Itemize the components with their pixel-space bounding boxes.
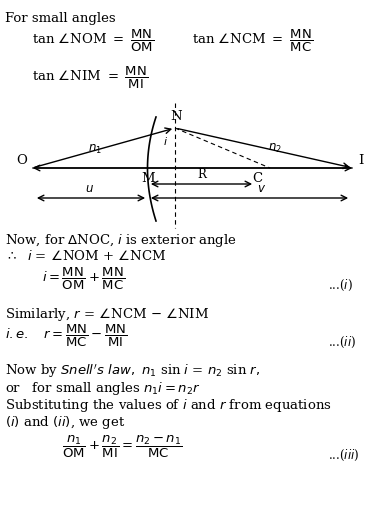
Text: Substituting the values of $i$ and $r$ from equations: Substituting the values of $i$ and $r$ f… [5,397,332,414]
Text: $\dfrac{n_1}{\mathrm{OM}} + \dfrac{n_2}{\mathrm{MI}} = \dfrac{n_2 - n_1}{\mathrm: $\dfrac{n_1}{\mathrm{OM}} + \dfrac{n_2}{… [62,434,183,460]
Text: $i.e.\ \ \ r = \dfrac{\mathrm{MN}}{\mathrm{MC}} - \dfrac{\mathrm{MN}}{\mathrm{MI: $i.e.\ \ \ r = \dfrac{\mathrm{MN}}{\math… [5,323,128,349]
Text: Now by $Snell's\ law,$ $n_1$ sin $i$ = $n_2$ sin $r,$: Now by $Snell's\ law,$ $n_1$ sin $i$ = $… [5,363,260,381]
Text: $i$: $i$ [163,135,168,147]
Text: $\therefore$  $i$ = $\angle$NOM + $\angle$NCM: $\therefore$ $i$ = $\angle$NOM + $\angle… [5,249,166,263]
Text: O: O [16,154,27,167]
Text: $(i)$ and $(ii)$, we get: $(i)$ and $(ii)$, we get [5,414,125,431]
Text: $n_1$: $n_1$ [88,143,102,156]
Text: tan $\angle$NIM $=$ $\dfrac{\mathrm{MN}}{\mathrm{MI}}$: tan $\angle$NIM $=$ $\dfrac{\mathrm{MN}}… [32,65,148,91]
Text: or   for small angles $n_1 i = n_2 r$: or for small angles $n_1 i = n_2 r$ [5,380,201,397]
Text: tan $\angle$NCM $=$ $\dfrac{\mathrm{MN}}{\mathrm{MC}}$: tan $\angle$NCM $=$ $\dfrac{\mathrm{MN}}… [192,28,313,54]
Text: $u$: $u$ [84,182,93,195]
Text: ...($iii$): ...($iii$) [328,448,359,463]
Text: $i = \dfrac{\mathrm{MN}}{\mathrm{OM}} + \dfrac{\mathrm{MN}}{\mathrm{MC}}$: $i = \dfrac{\mathrm{MN}}{\mathrm{OM}} + … [42,266,125,292]
Text: $n_2$: $n_2$ [268,142,282,155]
Text: tan $\angle$NOM $=$ $\dfrac{\mathrm{MN}}{\mathrm{OM}}$: tan $\angle$NOM $=$ $\dfrac{\mathrm{MN}}… [32,28,154,54]
Text: $v$: $v$ [257,182,266,195]
Text: N: N [170,110,182,123]
Text: For small angles: For small angles [5,12,116,25]
Text: Similarly, $r$ = $\angle$NCM $-$ $\angle$NIM: Similarly, $r$ = $\angle$NCM $-$ $\angle… [5,306,209,323]
Text: Now, for $\Delta$NOC, $i$ is exterior angle: Now, for $\Delta$NOC, $i$ is exterior an… [5,232,237,249]
Text: R: R [197,168,206,181]
Text: I: I [358,154,363,167]
Text: ...($i$): ...($i$) [328,278,353,293]
Text: M: M [141,172,155,185]
Text: C: C [252,172,262,185]
Text: ...($ii$): ...($ii$) [328,335,356,350]
